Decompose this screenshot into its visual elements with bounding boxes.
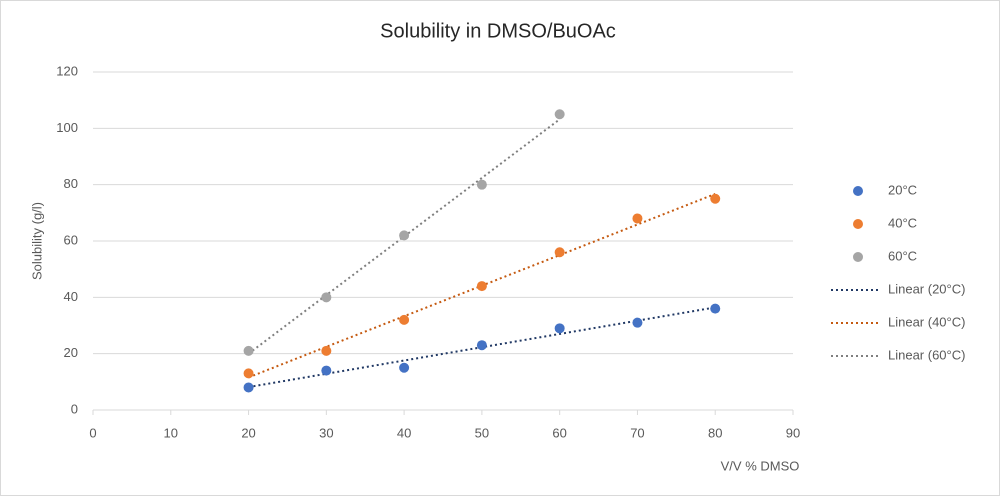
- legend-label: 40°C: [888, 215, 917, 230]
- x-tick-label: 20: [241, 425, 255, 440]
- x-tick-label: 0: [89, 425, 96, 440]
- x-axis-label: V/V % DMSO: [721, 458, 800, 473]
- x-tick-label: 40: [397, 425, 411, 440]
- point: [554, 109, 565, 120]
- x-tick-label: 30: [319, 425, 333, 440]
- y-tick-label: 20: [64, 345, 78, 360]
- point: [243, 345, 254, 356]
- y-tick-label: 60: [64, 232, 78, 247]
- point: [710, 303, 721, 314]
- x-tick-label: 80: [708, 425, 722, 440]
- point: [632, 213, 643, 224]
- legend-marker: [853, 252, 863, 262]
- y-tick-label: 120: [56, 63, 78, 78]
- legend-label: Linear (40°C): [888, 314, 965, 329]
- x-tick-label: 90: [786, 425, 800, 440]
- legend-label: Linear (20°C): [888, 281, 965, 296]
- y-tick-label: 40: [64, 289, 78, 304]
- point: [399, 362, 410, 373]
- point: [476, 281, 487, 292]
- legend-marker: [853, 219, 863, 229]
- point: [632, 317, 643, 328]
- y-tick-label: 80: [64, 176, 78, 191]
- legend-label: Linear (60°C): [888, 347, 965, 362]
- legend-label: 20°C: [888, 182, 917, 197]
- point: [321, 365, 332, 376]
- point: [476, 340, 487, 351]
- legend-marker: [853, 186, 863, 196]
- point: [243, 382, 254, 393]
- y-tick-label: 100: [56, 120, 78, 135]
- x-tick-label: 10: [164, 425, 178, 440]
- point: [321, 345, 332, 356]
- x-tick-label: 50: [475, 425, 489, 440]
- y-tick-label: 0: [71, 401, 78, 416]
- point: [243, 368, 254, 379]
- point: [554, 247, 565, 258]
- x-tick-label: 60: [552, 425, 566, 440]
- legend-label: 60°C: [888, 248, 917, 263]
- point: [476, 179, 487, 190]
- point: [554, 323, 565, 334]
- chart-title: Solubility in DMSO/BuOAc: [380, 20, 616, 42]
- point: [321, 292, 332, 303]
- point: [399, 314, 410, 325]
- point: [710, 193, 721, 204]
- point: [399, 230, 410, 241]
- x-tick-label: 70: [630, 425, 644, 440]
- y-axis-label: Solubility (g/l): [29, 202, 44, 280]
